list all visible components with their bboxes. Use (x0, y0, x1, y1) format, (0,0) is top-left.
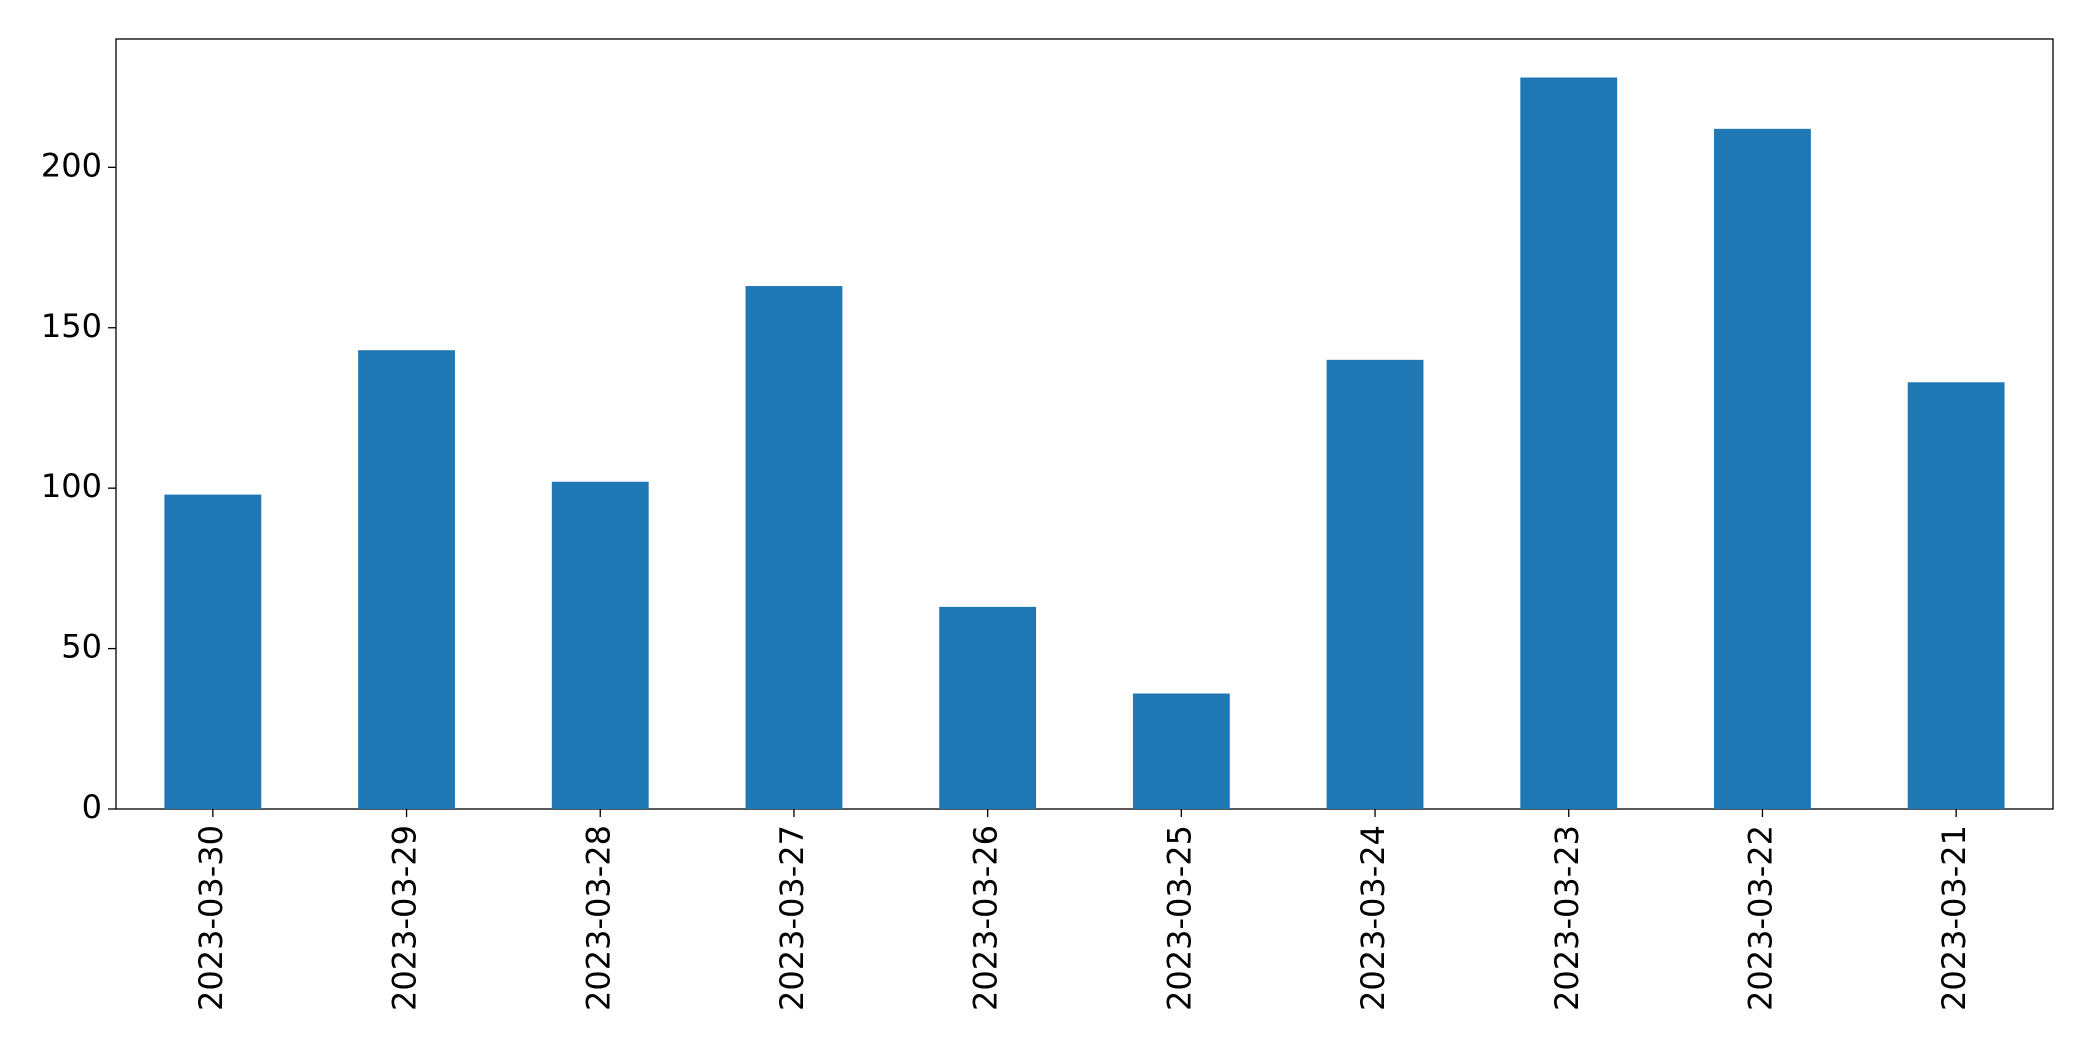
y-tick-label: 50 (61, 628, 102, 666)
y-tick-label: 200 (41, 146, 102, 184)
x-tick-label: 2023-03-27 (773, 825, 811, 1011)
bar (745, 286, 843, 810)
x-tick-label: 2023-03-21 (1935, 825, 1973, 1011)
y-tick-label: 100 (41, 467, 102, 505)
x-tick-label: 2023-03-24 (1354, 825, 1392, 1011)
bar (1714, 128, 1811, 810)
x-tick-label: 2023-03-23 (1548, 825, 1586, 1011)
x-tick-label: 2023-03-30 (192, 825, 230, 1011)
bar (358, 350, 455, 809)
bar (164, 494, 262, 809)
bar (1326, 359, 1424, 809)
x-tick-label: 2023-03-28 (579, 825, 617, 1011)
x-tick-label: 2023-03-25 (1160, 825, 1198, 1011)
x-tick-label: 2023-03-22 (1741, 825, 1779, 1011)
bar (939, 606, 1037, 809)
bar (551, 481, 649, 809)
y-tick-label: 0 (82, 788, 102, 826)
x-tick-label: 2023-03-26 (967, 825, 1005, 1011)
bar (1132, 693, 1230, 809)
y-tick-label: 150 (41, 307, 102, 345)
x-tick-label: 2023-03-29 (386, 825, 424, 1011)
plot-frame (115, 38, 2054, 810)
bar (1907, 382, 2005, 809)
bar (1520, 77, 1618, 809)
